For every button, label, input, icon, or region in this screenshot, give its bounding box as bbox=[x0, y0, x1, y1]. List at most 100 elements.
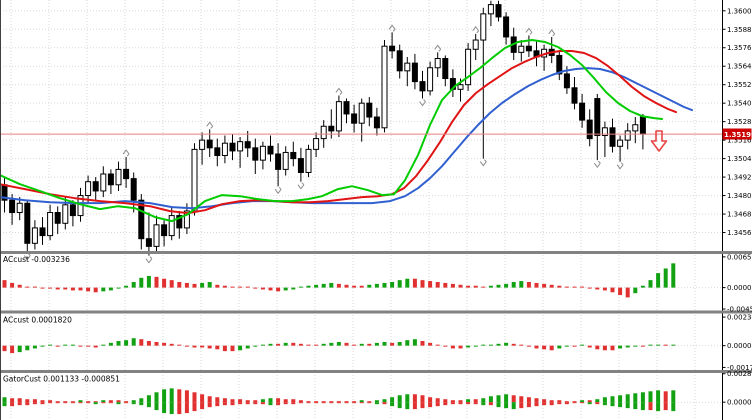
histogram-bar bbox=[298, 286, 303, 288]
histogram-bar bbox=[192, 283, 197, 288]
histogram-bar bbox=[70, 344, 75, 346]
histogram-bar bbox=[86, 287, 91, 292]
histogram-bar bbox=[610, 345, 615, 351]
histogram-bar bbox=[656, 273, 661, 288]
gator-down-bar bbox=[549, 402, 554, 406]
gator-down-bar bbox=[321, 402, 326, 404]
price-axis-label: 1.35640 bbox=[727, 63, 752, 71]
gator-down-bar bbox=[656, 402, 661, 412]
histogram-bar bbox=[488, 285, 493, 288]
gator-down-bar bbox=[108, 402, 113, 404]
histogram-bar bbox=[230, 345, 235, 352]
candle-body bbox=[503, 16, 510, 38]
candle-body bbox=[54, 212, 61, 224]
gator-up-bar bbox=[542, 399, 547, 403]
gator-down-bar bbox=[504, 402, 509, 409]
candle-body bbox=[85, 181, 92, 197]
histogram-bar bbox=[367, 284, 372, 288]
price-axis-label: 1.35400 bbox=[727, 100, 752, 108]
gator-down-bar bbox=[519, 402, 524, 409]
price-axis-label: 1.35520 bbox=[727, 81, 752, 89]
histogram-bar bbox=[481, 344, 486, 346]
gator-down-bar bbox=[450, 402, 455, 405]
histogram-bar bbox=[40, 345, 45, 347]
candle-body bbox=[183, 210, 190, 229]
gator-up-bar bbox=[481, 398, 486, 403]
gator-down-bar bbox=[283, 402, 288, 405]
histogram-bar bbox=[2, 280, 7, 288]
histogram-bar bbox=[473, 345, 478, 347]
gator-up-bar bbox=[108, 400, 113, 403]
gator-down-bar bbox=[238, 402, 243, 405]
gator-up-bar bbox=[314, 401, 319, 403]
histogram-bar bbox=[131, 338, 136, 346]
gator-down-bar bbox=[17, 402, 22, 406]
histogram-bar bbox=[656, 344, 661, 346]
gator-down-bar bbox=[648, 402, 653, 411]
gator-up-bar bbox=[268, 398, 273, 403]
gator-down-bar bbox=[435, 402, 440, 407]
gator-up-bar bbox=[352, 401, 357, 403]
gator-down-bar bbox=[291, 402, 296, 405]
current-price-tag: 1.35199 bbox=[722, 128, 752, 140]
histogram-bar bbox=[549, 345, 554, 351]
histogram-bar bbox=[200, 282, 205, 288]
histogram-bar bbox=[511, 343, 516, 346]
candle-body bbox=[465, 48, 472, 86]
histogram-bar bbox=[587, 287, 592, 289]
pane-separator bbox=[0, 251, 752, 254]
candle-body bbox=[229, 142, 236, 152]
candle-body bbox=[457, 84, 464, 90]
candle-body bbox=[176, 215, 183, 229]
histogram-bar bbox=[428, 342, 433, 346]
histogram-bar bbox=[504, 283, 509, 288]
histogram-bar bbox=[580, 286, 585, 288]
histogram-bar bbox=[291, 287, 296, 290]
price-axis-label: 1.34680 bbox=[727, 211, 752, 219]
gator-down-bar bbox=[253, 402, 258, 405]
histogram-bar bbox=[450, 283, 455, 288]
histogram-bar bbox=[587, 345, 592, 348]
gator-down-bar bbox=[336, 402, 341, 404]
indicator-axis-label: 0.000000 bbox=[727, 284, 752, 292]
gator-up-bar bbox=[374, 400, 379, 403]
gator-down-bar bbox=[428, 402, 433, 408]
histogram-bar bbox=[101, 287, 106, 292]
gator-up-bar bbox=[344, 401, 349, 403]
gator-up-bar bbox=[610, 396, 615, 403]
candle-body bbox=[290, 151, 297, 160]
candle-body bbox=[335, 101, 342, 132]
indicator-axis-label: -0.0017900 bbox=[727, 364, 752, 372]
histogram-bar bbox=[519, 344, 524, 346]
gator-down-bar bbox=[2, 402, 7, 407]
candle-body bbox=[24, 202, 31, 244]
price-axis-background bbox=[722, 0, 752, 420]
price-tag-value: 1.35199 bbox=[724, 131, 752, 139]
gator-up-bar bbox=[298, 400, 303, 403]
gator-up-bar bbox=[458, 400, 463, 403]
histogram-bar bbox=[663, 268, 668, 288]
histogram-bar bbox=[412, 339, 417, 346]
gator-up-bar bbox=[2, 397, 7, 403]
histogram-bar bbox=[162, 342, 167, 346]
candle-body bbox=[328, 125, 335, 132]
candle-body bbox=[221, 142, 228, 157]
candle-body bbox=[206, 139, 213, 149]
histogram-bar bbox=[291, 342, 296, 346]
gator-down-bar bbox=[420, 402, 425, 409]
histogram-bar bbox=[169, 280, 174, 288]
indicator-axis-label: 0.006585 bbox=[727, 253, 752, 261]
gator-up-bar bbox=[63, 401, 68, 403]
candle-body bbox=[434, 58, 441, 69]
histogram-bar bbox=[48, 344, 53, 346]
histogram-bar bbox=[671, 344, 676, 346]
gator-down-bar bbox=[215, 402, 220, 407]
price-axis-label: 1.35280 bbox=[727, 118, 752, 126]
gator-down-bar bbox=[587, 402, 592, 405]
gator-up-bar bbox=[154, 392, 159, 403]
price-tag-background bbox=[722, 128, 752, 140]
candle-body bbox=[305, 148, 312, 173]
gator-down-bar bbox=[580, 402, 585, 404]
